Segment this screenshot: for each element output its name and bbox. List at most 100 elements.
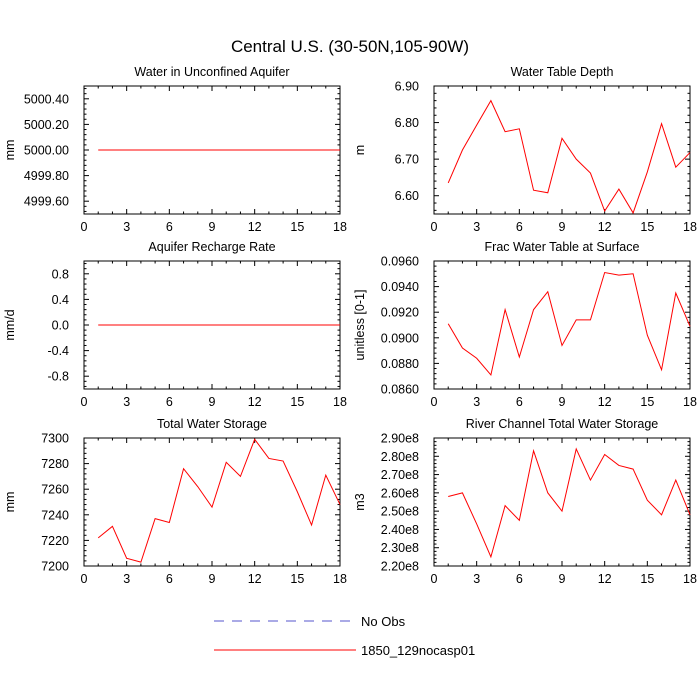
x-tick-label: 9 [559, 572, 566, 586]
y-tick-label: 5000.40 [24, 92, 69, 106]
x-tick-label: 12 [248, 572, 262, 586]
figure-title: Central U.S. (30-50N,105-90W) [231, 37, 469, 56]
y-tick-label: 4999.80 [24, 169, 69, 183]
y-tick-label: 7260 [41, 483, 69, 497]
x-tick-label: 6 [516, 395, 523, 409]
x-tick-label: 18 [333, 572, 347, 586]
y-tick-label: 2.20e8 [381, 560, 419, 574]
x-tick-label: 0 [431, 572, 438, 586]
x-tick-label: 9 [209, 395, 216, 409]
x-tick-label: 3 [473, 220, 480, 234]
y-tick-label: 0.0960 [381, 255, 419, 269]
x-tick-label: 12 [248, 220, 262, 234]
chart-title: Water in Unconfined Aquifer [134, 65, 289, 79]
y-tick-label: 0.0900 [381, 331, 419, 345]
chart-title: River Channel Total Water Storage [466, 417, 659, 431]
series-line [447, 99, 691, 215]
chart-panel-1: Water in Unconfined Aquifer mm 0 3 6 9 12 15 18 4… [3, 65, 347, 234]
x-tick-label: 12 [248, 395, 262, 409]
chart-title: Total Water Storage [157, 417, 267, 431]
plot-frame [433, 437, 691, 567]
y-axis-label: mm [3, 492, 17, 513]
y-axis-label: unitless [0-1] [353, 290, 367, 361]
x-tick-label: 3 [123, 395, 130, 409]
y-tick-label: 7280 [41, 457, 69, 471]
y-axis-label: mm/d [3, 309, 17, 340]
legend: No Obs 1850_129nocasp01 [214, 614, 475, 658]
x-tick-label: 15 [640, 572, 654, 586]
x-tick-label: 15 [290, 572, 304, 586]
plot-frame [433, 260, 691, 390]
series-line [97, 438, 341, 563]
y-tick-label: 6.70 [395, 153, 419, 167]
chart-panel-6: River Channel Total Water Storage m3 0 3 6 9 1… [353, 417, 697, 586]
x-tick-label: 6 [516, 572, 523, 586]
x-tick-label: 0 [81, 395, 88, 409]
x-tick-label: 15 [290, 220, 304, 234]
x-tick-label: 15 [290, 395, 304, 409]
y-tick-label: 7200 [41, 560, 69, 574]
y-tick-label: 2.30e8 [381, 541, 419, 555]
chart-title: Frac Water Table at Surface [485, 240, 640, 254]
y-axis-label: m3 [353, 493, 367, 510]
y-tick-label: 0.4 [52, 293, 69, 307]
x-tick-label: 18 [683, 395, 697, 409]
y-tick-label: 2.40e8 [381, 523, 419, 537]
x-tick-label: 3 [473, 572, 480, 586]
y-tick-label: 4999.60 [24, 195, 69, 209]
x-tick-label: 18 [333, 220, 347, 234]
y-tick-label: 0.0 [52, 319, 69, 333]
y-tick-label: 0.0880 [381, 357, 419, 371]
series-line [447, 271, 691, 377]
x-tick-label: 18 [683, 220, 697, 234]
y-tick-label: 5000.00 [24, 144, 69, 158]
x-tick-label: 12 [598, 220, 612, 234]
y-tick-label: 6.60 [395, 189, 419, 203]
chart-panel-2: Water Table Depth m 0 3 6 9 12 15 18 6.60 6.70 6.80… [353, 65, 697, 234]
x-tick-label: 0 [431, 395, 438, 409]
y-tick-label: 0.8 [52, 267, 69, 281]
x-tick-label: 0 [81, 572, 88, 586]
x-tick-label: 9 [559, 395, 566, 409]
y-tick-label: 2.80e8 [381, 450, 419, 464]
x-tick-label: 12 [598, 572, 612, 586]
x-tick-label: 6 [166, 572, 173, 586]
panels: Water in Unconfined Aquifer mm 0 3 6 9 12 15 18 4… [3, 65, 697, 586]
y-axis-label: m [353, 145, 367, 155]
y-tick-label: 6.80 [395, 116, 419, 130]
y-tick-label: -0.4 [47, 344, 69, 358]
y-tick-label: 7300 [41, 432, 69, 446]
y-tick-label: 7240 [41, 508, 69, 522]
x-tick-label: 3 [473, 395, 480, 409]
y-tick-label: 2.70e8 [381, 468, 419, 482]
x-tick-label: 9 [209, 572, 216, 586]
y-tick-label: 7220 [41, 534, 69, 548]
chart-title: Aquifer Recharge Rate [148, 240, 275, 254]
chart-panel-4: Frac Water Table at Surface unitless [0-1… [353, 240, 697, 409]
legend-no-obs-label: No Obs [361, 614, 406, 629]
x-tick-label: 15 [640, 220, 654, 234]
x-tick-label: 6 [516, 220, 523, 234]
x-tick-label: 3 [123, 572, 130, 586]
y-axis-label: mm [3, 140, 17, 161]
series-line [448, 447, 691, 559]
x-tick-label: 9 [559, 220, 566, 234]
y-tick-label: 5000.20 [24, 118, 69, 132]
x-tick-label: 12 [598, 395, 612, 409]
x-tick-label: 6 [166, 220, 173, 234]
chart-panel-5: Total Water Storage mm 0 3 6 9 12 15 18 7200 7220 7… [3, 417, 347, 586]
y-tick-label: 2.50e8 [381, 505, 419, 519]
x-tick-label: 3 [123, 220, 130, 234]
x-tick-label: 18 [683, 572, 697, 586]
chart-title: Water Table Depth [511, 65, 614, 79]
y-tick-label: 6.90 [395, 80, 419, 94]
x-tick-label: 0 [81, 220, 88, 234]
y-tick-label: 2.60e8 [381, 486, 419, 500]
legend-model-label: 1850_129nocasp01 [361, 643, 475, 658]
chart-panel-3: Aquifer Recharge Rate mm/d 0 3 6 9 12 15 18 -0.8 -… [3, 240, 347, 409]
y-tick-label: 0.0920 [381, 306, 419, 320]
y-tick-label: 2.90e8 [381, 432, 419, 446]
x-tick-label: 15 [640, 395, 654, 409]
x-tick-label: 18 [333, 395, 347, 409]
